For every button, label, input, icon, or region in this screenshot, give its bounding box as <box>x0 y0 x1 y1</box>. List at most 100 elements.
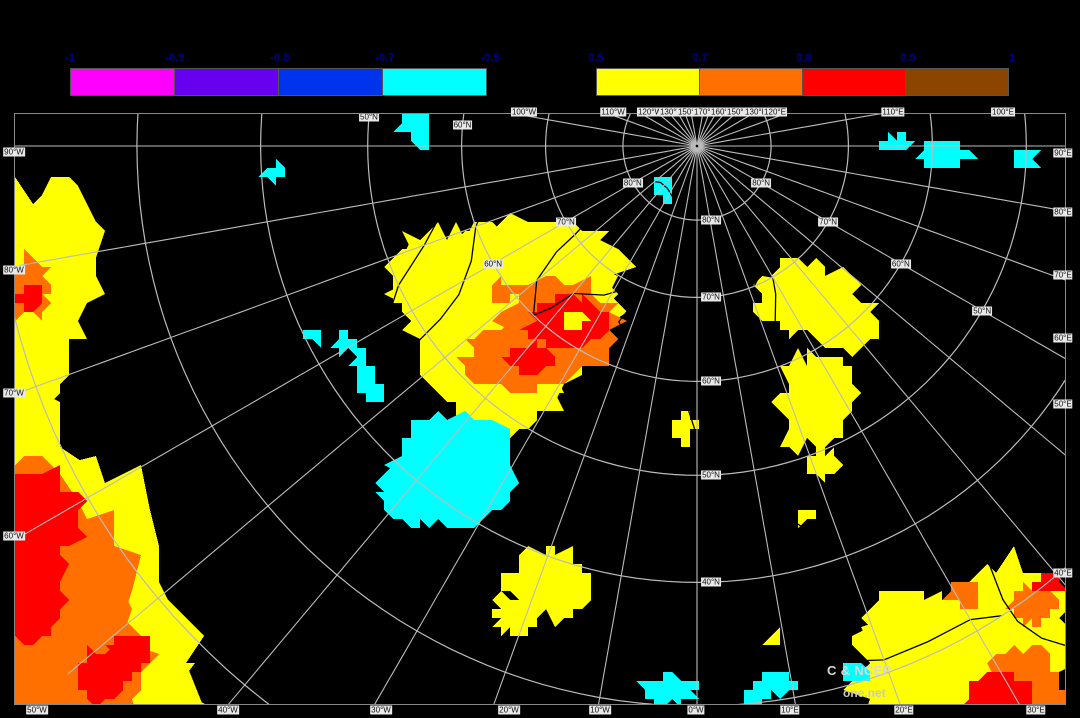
colorbar-segment <box>905 68 1009 96</box>
latitude-label: 70°N <box>555 217 576 227</box>
meridian <box>698 145 1065 212</box>
meridian <box>696 147 901 704</box>
colorbar-tick-label: 0.8 <box>796 52 812 64</box>
positive-patch-red <box>105 636 150 672</box>
right-longitude-label: 60°E <box>1053 333 1073 343</box>
meridian <box>493 147 698 704</box>
colorbar-segment <box>596 68 700 96</box>
positive-patch-orange <box>1005 582 1059 627</box>
meridian <box>512 114 696 147</box>
polar-stereographic-map: 80°N 70°N 60°N 50°N 40°N 80°N 70°N 60°N 60°N 50°N… <box>14 113 1066 705</box>
bottom-longitude-label: 50°W <box>26 705 48 715</box>
top-longitude-label: 150°W <box>676 107 704 117</box>
negative-patch-cyan <box>744 690 771 704</box>
positive-patch-red <box>501 339 555 375</box>
colorbar-segment <box>802 68 906 96</box>
coastline <box>682 432 837 578</box>
meridian <box>696 147 796 704</box>
map-canvas <box>15 114 1065 704</box>
meridian <box>697 146 1065 456</box>
positive-patch-yellow <box>798 501 816 528</box>
colorbar-tick-label: 0.7 <box>692 52 708 64</box>
colorbar-tick-label: -0.7 <box>375 52 395 64</box>
colorbar-segment <box>278 68 383 96</box>
watermark-line1: C & NCEP <box>827 663 892 678</box>
top-longitude-label: 100°W <box>510 107 538 117</box>
bottom-longitude-label: 10°E <box>780 705 800 715</box>
top-longitude-label: 130°W <box>658 107 686 117</box>
bottom-longitude-label: 20°W <box>498 705 520 715</box>
top-longitude-label: 100°E <box>991 107 1015 117</box>
latitude-label: 80°N <box>622 178 643 188</box>
meridian <box>15 146 696 541</box>
meridian <box>698 145 1065 281</box>
left-longitude-label: 90°W <box>3 147 25 157</box>
meridian <box>697 146 1065 586</box>
negative-correlation-colorbar <box>70 68 487 96</box>
negative-patch-cyan <box>906 141 978 168</box>
latitude-label: 40°N <box>701 577 721 587</box>
meridian <box>598 147 698 704</box>
colorbar-segment <box>70 68 175 96</box>
watermark-line2: one.net <box>843 686 886 700</box>
colorbar-tick-label: -0.9 <box>165 52 185 64</box>
meridian <box>698 146 1065 360</box>
positive-correlation-colorbar <box>596 68 1009 96</box>
colorbar-tick-label: -0.8 <box>270 52 290 64</box>
right-longitude-label: 40°E <box>1053 568 1073 578</box>
positive-patch-orange <box>942 582 978 609</box>
left-longitude-label: 60°W <box>3 531 25 541</box>
latitude-label: 50°N <box>701 470 721 480</box>
negative-patch-cyan <box>366 384 384 402</box>
positive-patch-yellow <box>807 357 852 420</box>
positive-patch-yellow <box>384 222 492 330</box>
left-longitude-label: 80°W <box>3 265 25 275</box>
bottom-longitude-label: 40°W <box>217 705 239 715</box>
latitude-label: 50°N <box>972 306 993 316</box>
colorbar-segment <box>382 68 487 96</box>
negative-patch-cyan <box>330 330 357 357</box>
right-longitude-label: 90°E <box>1053 148 1073 158</box>
bottom-longitude-label: 30°W <box>370 705 392 715</box>
top-longitude-label: 170°W <box>692 107 720 117</box>
coastline <box>716 274 777 407</box>
bottom-longitude-label: 30°E <box>1026 705 1046 715</box>
colorbar-tick-label: -0.5 <box>480 52 500 64</box>
top-longitude-label: 120°E <box>763 107 787 117</box>
meridian <box>698 114 882 147</box>
coastline <box>384 188 493 342</box>
meridian <box>697 147 1020 704</box>
left-longitude-label: 70°W <box>3 388 25 398</box>
bottom-longitude-label: 10°W <box>589 705 611 715</box>
colorbar-segment <box>699 68 803 96</box>
meridian <box>15 145 696 395</box>
negative-patch-cyan <box>375 456 465 528</box>
meridian <box>67 146 697 675</box>
positive-patch-red <box>15 276 51 312</box>
coastline <box>662 393 704 475</box>
colorbar-segment <box>174 68 279 96</box>
positive-patch-orange <box>492 276 519 303</box>
top-longitude-label: 110°W <box>600 107 626 117</box>
positive-patch-red <box>1032 573 1065 600</box>
latitude-label: 60°N <box>701 376 721 386</box>
colorbar-tick-label: 0.9 <box>900 52 916 64</box>
positive-patch-yellow <box>492 591 537 636</box>
right-longitude-label: 50°E <box>1053 399 1073 409</box>
colorbar-tick-label: -1 <box>65 52 75 64</box>
latitude-label: 80°N <box>701 215 721 225</box>
positive-patch-yellow <box>762 627 789 645</box>
latitude-label: 70°N <box>701 292 721 302</box>
bottom-longitude-label: 0°W <box>687 705 705 715</box>
meridian <box>15 145 696 267</box>
meridian <box>374 147 697 704</box>
latitude-label: 60°N <box>890 259 911 269</box>
bottom-longitude-label: 20°E <box>894 705 914 715</box>
colorbar-tick-label: 0.5 <box>588 52 604 64</box>
positive-patch-yellow <box>564 312 591 330</box>
negative-patch-cyan <box>393 114 429 132</box>
negative-patch-cyan <box>636 672 699 704</box>
colorbar-tick-label: 1 <box>1008 52 1016 64</box>
coastline <box>711 216 731 241</box>
